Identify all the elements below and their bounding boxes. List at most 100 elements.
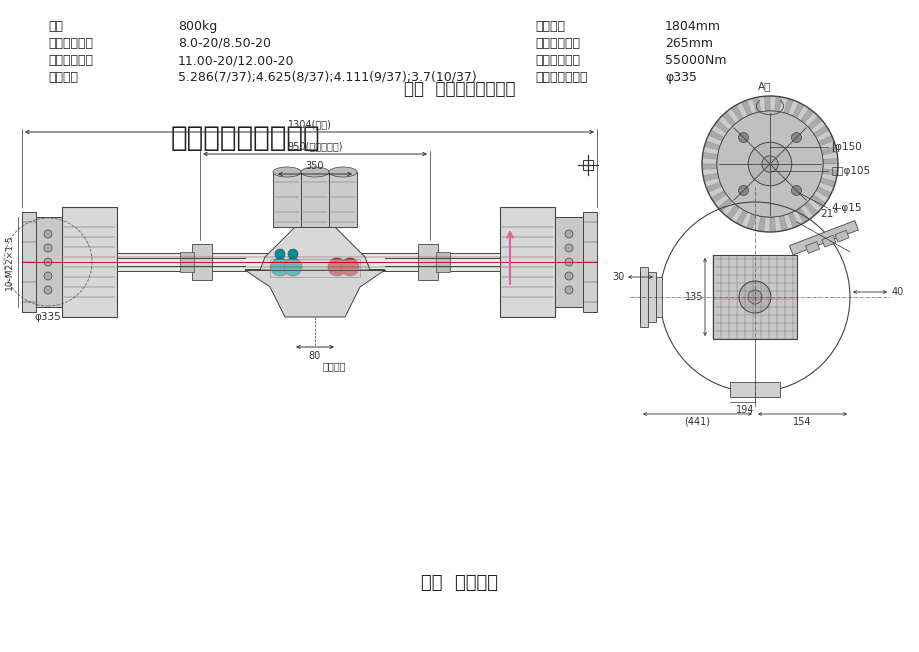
Text: 最小离地间隙: 最小离地间隙 xyxy=(535,37,579,50)
Text: 二、  外形图及联系尺寸: 二、 外形图及联系尺寸 xyxy=(403,80,516,98)
Wedge shape xyxy=(713,120,729,134)
Wedge shape xyxy=(725,205,739,220)
Circle shape xyxy=(341,258,358,276)
Text: 21°: 21° xyxy=(819,209,837,219)
Bar xyxy=(821,235,835,247)
Wedge shape xyxy=(706,182,721,193)
Wedge shape xyxy=(725,108,739,123)
Wedge shape xyxy=(704,178,720,187)
Bar xyxy=(117,253,499,271)
Bar xyxy=(34,217,62,307)
Wedge shape xyxy=(731,207,743,223)
Wedge shape xyxy=(796,105,808,121)
Text: 11.00-20/12.00-20: 11.00-20/12.00-20 xyxy=(177,54,294,67)
Text: 架墓中心: 架墓中心 xyxy=(323,361,346,371)
Wedge shape xyxy=(708,130,723,141)
Circle shape xyxy=(288,249,298,259)
Bar xyxy=(655,277,662,317)
Bar xyxy=(583,160,593,170)
Wedge shape xyxy=(701,169,717,176)
Wedge shape xyxy=(810,194,825,208)
Wedge shape xyxy=(741,212,751,228)
Circle shape xyxy=(271,258,289,276)
Bar xyxy=(329,172,357,227)
Wedge shape xyxy=(746,214,755,230)
Wedge shape xyxy=(752,215,760,231)
Circle shape xyxy=(790,132,800,143)
Text: 350: 350 xyxy=(305,161,323,171)
Wedge shape xyxy=(791,210,803,226)
Wedge shape xyxy=(702,173,718,182)
Wedge shape xyxy=(769,217,775,232)
Text: 自重: 自重 xyxy=(48,20,62,33)
Polygon shape xyxy=(789,220,857,255)
Wedge shape xyxy=(819,141,834,150)
Wedge shape xyxy=(800,108,812,123)
Wedge shape xyxy=(741,100,751,116)
Text: 30: 30 xyxy=(612,272,624,282)
Bar xyxy=(62,207,117,317)
Text: 8.0-20/8.50-20: 8.0-20/8.50-20 xyxy=(177,37,271,50)
Wedge shape xyxy=(702,147,718,155)
Wedge shape xyxy=(774,216,781,231)
Wedge shape xyxy=(710,125,726,138)
Bar xyxy=(180,252,194,272)
Wedge shape xyxy=(701,158,717,164)
Text: 轮毂分布圆直径: 轮毂分布圆直径 xyxy=(535,71,587,84)
Wedge shape xyxy=(817,135,833,146)
Wedge shape xyxy=(746,98,755,114)
Wedge shape xyxy=(815,130,831,141)
Circle shape xyxy=(564,258,573,266)
Text: 可选速比: 可选速比 xyxy=(48,71,78,84)
Bar xyxy=(436,252,449,272)
Wedge shape xyxy=(704,141,720,150)
Bar xyxy=(640,267,647,327)
Bar xyxy=(583,212,596,312)
Bar xyxy=(301,172,329,227)
Text: 适用轮胎型式: 适用轮胎型式 xyxy=(48,54,93,67)
Wedge shape xyxy=(701,164,717,170)
Wedge shape xyxy=(764,217,769,232)
Wedge shape xyxy=(822,169,837,176)
Wedge shape xyxy=(807,198,822,212)
Bar xyxy=(417,244,437,280)
Wedge shape xyxy=(769,96,775,111)
Ellipse shape xyxy=(301,167,329,177)
Wedge shape xyxy=(819,178,834,187)
Text: 40: 40 xyxy=(891,287,903,297)
Bar xyxy=(554,217,583,307)
Wedge shape xyxy=(706,135,721,146)
Wedge shape xyxy=(821,147,836,155)
Ellipse shape xyxy=(329,167,357,177)
Circle shape xyxy=(328,258,346,276)
Wedge shape xyxy=(757,96,765,111)
Polygon shape xyxy=(244,222,384,270)
Wedge shape xyxy=(791,102,803,118)
Circle shape xyxy=(747,290,761,304)
Circle shape xyxy=(564,272,573,280)
Text: (441): (441) xyxy=(684,417,709,427)
Circle shape xyxy=(275,249,285,259)
Text: 适用轮辋型式: 适用轮辋型式 xyxy=(48,37,93,50)
Wedge shape xyxy=(717,116,732,130)
Circle shape xyxy=(747,142,791,186)
Wedge shape xyxy=(701,152,717,159)
Bar xyxy=(729,382,779,397)
Wedge shape xyxy=(783,98,792,114)
Text: A向: A向 xyxy=(757,81,771,91)
Wedge shape xyxy=(713,194,729,208)
Wedge shape xyxy=(822,158,837,164)
Circle shape xyxy=(564,286,573,294)
Wedge shape xyxy=(788,212,798,228)
Bar xyxy=(712,255,796,339)
Circle shape xyxy=(44,272,52,280)
Text: 三、  后桥总成: 三、 后桥总成 xyxy=(421,574,498,592)
Wedge shape xyxy=(821,173,836,182)
Wedge shape xyxy=(812,125,828,138)
Wedge shape xyxy=(735,102,747,118)
Wedge shape xyxy=(757,216,765,231)
Wedge shape xyxy=(796,207,808,223)
Text: φ335: φ335 xyxy=(35,312,62,322)
Wedge shape xyxy=(710,190,726,203)
Circle shape xyxy=(44,258,52,266)
